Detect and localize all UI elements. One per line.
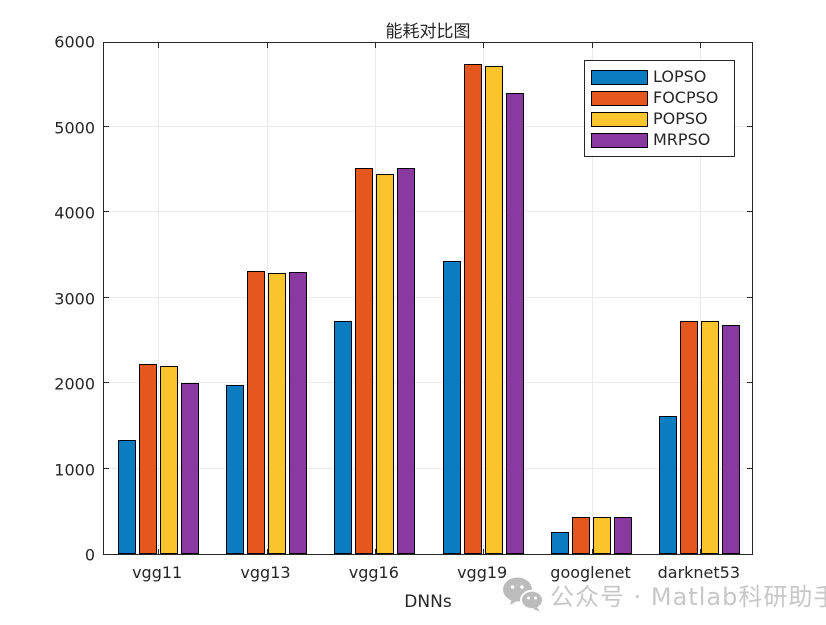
y-tick-label: 0 xyxy=(84,545,95,565)
gridline xyxy=(104,296,752,298)
legend-swatch xyxy=(591,90,648,106)
x-tick-mark xyxy=(266,43,268,48)
gridline xyxy=(104,467,752,469)
y-tick-mark xyxy=(104,467,109,469)
x-tick-mark xyxy=(158,43,160,48)
x-tick-mark xyxy=(699,549,701,554)
bar xyxy=(180,383,199,554)
gridline xyxy=(104,382,752,383)
y-tick-label: 4000 xyxy=(54,203,95,223)
bar xyxy=(680,321,699,554)
legend: LOPSO FOCPSO POPSO MRPSO xyxy=(584,60,735,157)
bar-group xyxy=(104,43,212,554)
x-tick-mark xyxy=(374,549,376,554)
y-tick-mark xyxy=(747,125,752,127)
y-tick-label: 6000 xyxy=(54,32,95,52)
y-tick-mark xyxy=(747,211,752,212)
x-tick-mark xyxy=(158,549,160,554)
bar xyxy=(138,364,157,554)
bar xyxy=(484,65,503,554)
bar xyxy=(592,517,611,554)
x-tick-label: vgg13 xyxy=(240,563,291,582)
bar xyxy=(613,517,632,554)
x-tick-mark xyxy=(591,549,593,554)
bar xyxy=(117,440,136,554)
legend-item: FOCPSO xyxy=(585,90,734,106)
y-tick-label: 1000 xyxy=(54,460,95,479)
x-tick-label: googlenet xyxy=(550,563,631,582)
x-tick-mark xyxy=(483,43,485,48)
legend-item: LOPSO xyxy=(585,69,734,85)
y-tick-label: 5000 xyxy=(54,118,95,137)
legend-item: MRPSO xyxy=(585,132,734,148)
x-tick-mark xyxy=(699,43,701,48)
gridline xyxy=(591,43,593,554)
bar xyxy=(225,384,244,554)
bar xyxy=(505,93,524,554)
chart-title: 能耗对比图 xyxy=(385,22,471,42)
bar xyxy=(334,321,353,554)
x-tick-mark xyxy=(483,549,485,554)
gridline xyxy=(483,43,485,554)
y-tick-label: 3000 xyxy=(54,289,95,308)
bar xyxy=(288,271,307,554)
bar xyxy=(355,167,374,554)
bar xyxy=(397,168,416,554)
y-tick-mark xyxy=(747,382,752,383)
y-tick-mark xyxy=(747,467,752,469)
gridline xyxy=(699,43,701,554)
legend-swatch xyxy=(591,69,648,85)
bar-group xyxy=(212,43,320,554)
y-tick-mark xyxy=(104,382,109,383)
legend-item: POPSO xyxy=(585,111,734,127)
x-tick-mark xyxy=(374,43,376,48)
bar-group xyxy=(321,43,429,554)
y-tick-mark xyxy=(104,125,109,127)
bar-group xyxy=(537,43,645,554)
x-tick-label: darknet53 xyxy=(657,563,741,582)
legend-label: POPSO xyxy=(653,109,708,128)
legend-swatch xyxy=(591,132,648,148)
bar xyxy=(701,321,720,554)
legend-label: FOCPSO xyxy=(653,88,719,107)
bar xyxy=(246,271,265,554)
legend-swatch xyxy=(591,111,648,127)
bar-group xyxy=(646,43,754,554)
bar xyxy=(571,517,590,554)
gridline xyxy=(104,211,752,212)
x-tick-label: vgg11 xyxy=(132,563,183,582)
bar xyxy=(659,415,678,554)
y-tick-label: 2000 xyxy=(54,374,95,394)
legend-label: LOPSO xyxy=(653,67,707,86)
bar xyxy=(267,272,286,554)
gridline xyxy=(374,43,376,554)
bar xyxy=(442,260,461,554)
bar xyxy=(722,324,741,554)
y-tick-mark xyxy=(104,211,109,212)
gridline xyxy=(158,43,160,554)
bar xyxy=(463,64,482,554)
gridline xyxy=(266,43,268,554)
bar xyxy=(550,531,569,554)
x-tick-label: vgg19 xyxy=(457,563,508,582)
y-tick-mark xyxy=(747,296,752,298)
y-tick-mark xyxy=(104,296,109,298)
x-tick-label: vgg16 xyxy=(348,563,399,582)
x-axis-title: DNNs xyxy=(404,592,452,612)
x-tick-mark xyxy=(266,549,268,554)
x-tick-mark xyxy=(591,43,593,48)
bar-group xyxy=(429,43,537,554)
bar xyxy=(159,365,178,554)
gridline xyxy=(104,125,752,127)
bar xyxy=(376,173,395,554)
legend-label: MRPSO xyxy=(653,130,711,149)
